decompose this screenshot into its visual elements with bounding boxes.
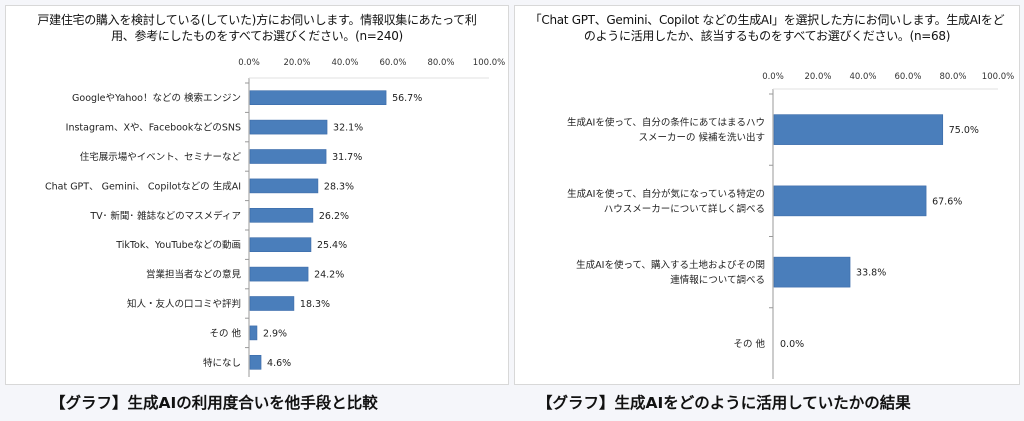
category-label: Chat GPT、 Gemini、 Copilotなどの 生成AI [45, 180, 241, 192]
bar [249, 296, 295, 311]
bar [773, 185, 927, 217]
bar [249, 266, 309, 282]
bar-chart-info-sources: 0.0% 20.0% 40.0% 60.0% 80.0% 100.0% 56.7% Googl… [45, 58, 505, 377]
bar [773, 114, 944, 145]
category-label: ハウスメーカーについて詳しく調べる [604, 203, 765, 215]
bar [249, 178, 319, 194]
bar [249, 325, 258, 341]
data-label: 4.6% [267, 358, 291, 369]
x-tick-label: 20.0% [804, 72, 831, 82]
category-label: その 他 [209, 327, 241, 339]
data-label: 75.0% [949, 125, 979, 136]
category-label: 住宅展示場やイベント、セミナーなど [80, 151, 242, 163]
x-tick-label: 40.0% [849, 72, 876, 82]
data-label: 32.1% [333, 123, 363, 134]
bar [249, 354, 262, 370]
x-tick-label: 80.0% [939, 72, 966, 82]
category-label: 連情報について調べる [670, 274, 765, 286]
category-label: その 他 [733, 338, 765, 350]
category-label: Instagram、Xや、FacebookなどのSNS [66, 123, 241, 134]
bar [249, 90, 387, 105]
data-label: 26.2% [319, 211, 349, 222]
data-label: 67.6% [932, 196, 962, 207]
bar [249, 149, 327, 164]
x-tick-label: 100.0% [473, 58, 505, 68]
category-label: 特になし [203, 357, 241, 369]
chart-panel-ai-usage: 「Chat GPT、Gemini、Copilot などの生成AI」を選択した方に… [514, 5, 1020, 385]
category-label: 営業担当者などの意見 [146, 269, 242, 281]
data-label: 31.7% [332, 152, 362, 163]
category-label: TV･ 新聞･ 雑誌などのマスメディア [89, 210, 241, 222]
data-label: 2.9% [263, 328, 287, 339]
category-label: 生成AIを使って、自分が気になっている特定の [567, 188, 765, 200]
x-tick-label: 20.0% [283, 58, 310, 68]
caption-right: 【グラフ】生成AIをどのように活用していたかの結果 [537, 394, 911, 412]
data-label: 25.4% [317, 240, 347, 251]
data-label: 33.8% [856, 268, 886, 279]
data-label: 28.3% [324, 181, 354, 192]
x-tick-label: 0.0% [238, 58, 260, 68]
bar [249, 119, 328, 135]
data-label: 18.3% [300, 299, 330, 310]
bar-chart-ai-usage: 0.0% 20.0% 40.0% 60.0% 80.0% 100.0% 75.0% 生成AIを… [567, 72, 1014, 379]
data-label: 56.7% [392, 93, 422, 104]
x-tick-label: 60.0% [379, 58, 406, 68]
x-tick-label: 60.0% [894, 72, 921, 82]
category-label: 生成AIを使って、自分の条件にあてはまるハウ [567, 117, 765, 129]
category-label: スメーカーの 候補を洗い出す [638, 132, 765, 144]
category-label: 知人・友人の口コミや評判 [127, 298, 241, 310]
chart-panel-info-sources: 戸建住宅の購入を検討している(していた)方にお伺いします。情報収集にあたって利用… [5, 5, 509, 385]
caption-left: 【グラフ】生成AIの利用度合いを他手段と比較 [50, 394, 378, 412]
data-label: 24.2% [314, 270, 344, 281]
x-tick-label: 100.0% [982, 72, 1014, 82]
x-tick-label: 40.0% [331, 58, 358, 68]
x-tick-label: 80.0% [427, 58, 454, 68]
x-tick-label: 0.0% [762, 72, 784, 82]
category-label: GoogleやYahoo！などの 検索エンジン [72, 92, 241, 104]
category-label: TikTok、YouTubeなどの動画 [115, 240, 241, 251]
chart-title: 「Chat GPT、Gemini、Copilot などの生成AI」を選択した方に… [529, 13, 1005, 43]
bar [249, 208, 314, 223]
data-label: 0.0% [780, 339, 804, 350]
bar [773, 256, 851, 288]
category-label: 生成AIを使って、購入する土地およびその関 [576, 259, 765, 271]
chart-title: 戸建住宅の購入を検討している(していた)方にお伺いします。情報収集にあたって利用… [37, 13, 477, 43]
bar [249, 237, 312, 252]
